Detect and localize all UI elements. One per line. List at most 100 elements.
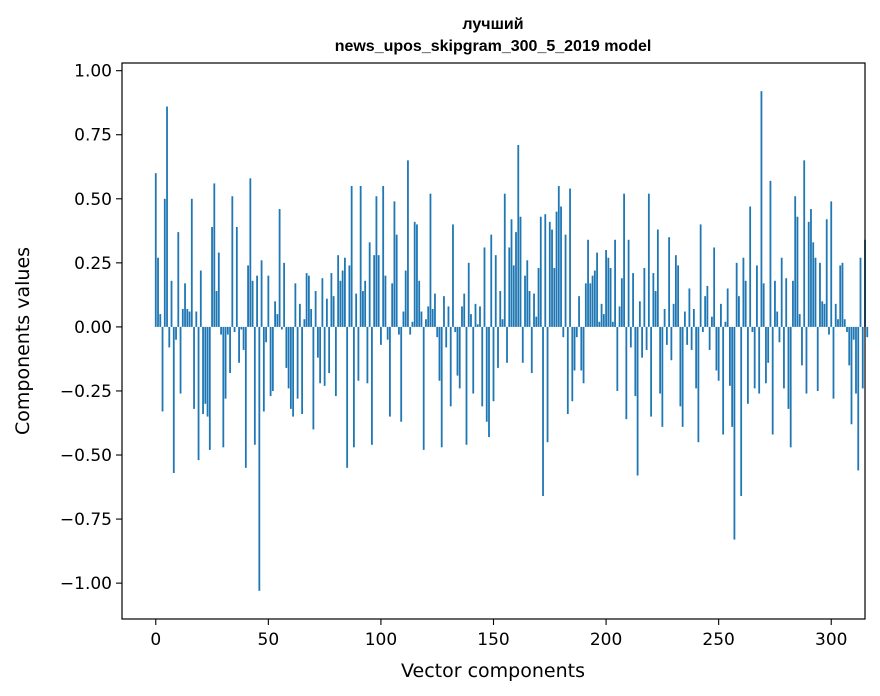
bar: [634, 326, 637, 397]
bar: [470, 314, 472, 327]
bar: [427, 306, 430, 327]
bar: [483, 247, 486, 327]
bar: [188, 311, 191, 327]
bar: [355, 293, 358, 327]
bar: [389, 326, 391, 417]
bar: [474, 303, 477, 327]
bar: [555, 211, 558, 327]
bar: [539, 216, 542, 327]
bar: [161, 326, 164, 412]
bar: [213, 183, 216, 327]
bar: [859, 257, 862, 327]
bar: [168, 326, 171, 348]
bar: [517, 144, 520, 327]
bar: [377, 255, 380, 327]
bar: [438, 326, 441, 381]
bar: [319, 326, 322, 384]
y-tick-label: 1.00: [74, 62, 112, 82]
bar: [776, 311, 779, 327]
bar: [393, 201, 396, 327]
bar: [407, 160, 409, 327]
bar: [344, 257, 346, 327]
bar: [341, 270, 344, 327]
bar: [375, 196, 378, 327]
y-tick-label: 0.75: [74, 126, 112, 146]
bar: [256, 275, 258, 327]
bar: [611, 321, 614, 327]
bar: [458, 326, 461, 389]
bar: [472, 326, 475, 394]
bar: [289, 326, 292, 409]
bar: [557, 185, 560, 327]
bar: [636, 326, 639, 476]
bar: [488, 326, 490, 438]
bar: [380, 326, 382, 345]
bar: [429, 193, 432, 327]
bar: [400, 326, 403, 422]
bar: [861, 326, 864, 389]
bar: [638, 301, 641, 327]
bar: [632, 273, 634, 327]
bar: [411, 321, 414, 327]
bar: [262, 326, 265, 412]
bar: [265, 326, 267, 343]
bar: [643, 267, 646, 327]
bar: [490, 234, 493, 327]
bar: [494, 255, 497, 327]
bar: [740, 326, 743, 497]
bar: [193, 326, 195, 409]
bar: [564, 234, 567, 327]
bar: [774, 280, 776, 327]
bar: [778, 326, 781, 343]
bar: [852, 326, 855, 340]
bar: [508, 247, 511, 327]
bar: [271, 326, 274, 391]
x-tick-label: 250: [702, 630, 734, 650]
bar: [233, 326, 236, 333]
y-tick-label: −0.50: [60, 446, 112, 466]
x-axis-ticks: 0 50 100 150 200 250 300: [150, 619, 847, 650]
bar: [695, 326, 698, 389]
bar: [785, 278, 788, 327]
bar: [208, 326, 211, 450]
bar: [578, 296, 580, 327]
bar: [510, 219, 513, 327]
bar: [253, 326, 256, 445]
bar: [560, 206, 562, 327]
x-tick-label: 100: [365, 630, 397, 650]
bar: [670, 326, 673, 361]
bar: [258, 326, 261, 591]
bar: [357, 326, 360, 381]
bar: [542, 326, 544, 497]
bar: [823, 303, 826, 327]
bar: [172, 326, 175, 473]
bar: [699, 224, 702, 327]
bar: [334, 326, 337, 397]
bar: [798, 314, 801, 327]
bar: [769, 180, 772, 327]
bar: [420, 311, 423, 327]
bar: [720, 303, 722, 327]
bar: [506, 326, 508, 363]
bar: [765, 326, 767, 384]
bar: [449, 326, 452, 407]
bar: [371, 326, 373, 445]
bar: [503, 193, 506, 327]
bar: [177, 232, 180, 327]
bar: [756, 265, 758, 327]
chart-title: лучший: [462, 16, 523, 33]
bar: [251, 280, 254, 327]
bar: [447, 306, 450, 327]
bar: [312, 326, 315, 430]
y-tick-label: 0.50: [74, 190, 112, 210]
y-tick-label: −0.25: [60, 382, 112, 402]
bar: [760, 91, 763, 327]
bar: [819, 262, 821, 327]
bar: [211, 226, 213, 327]
bar: [391, 283, 394, 327]
bar: [267, 275, 270, 327]
bar: [729, 326, 731, 386]
bar: [217, 252, 220, 327]
bar: [521, 326, 524, 363]
bar: [679, 326, 682, 407]
